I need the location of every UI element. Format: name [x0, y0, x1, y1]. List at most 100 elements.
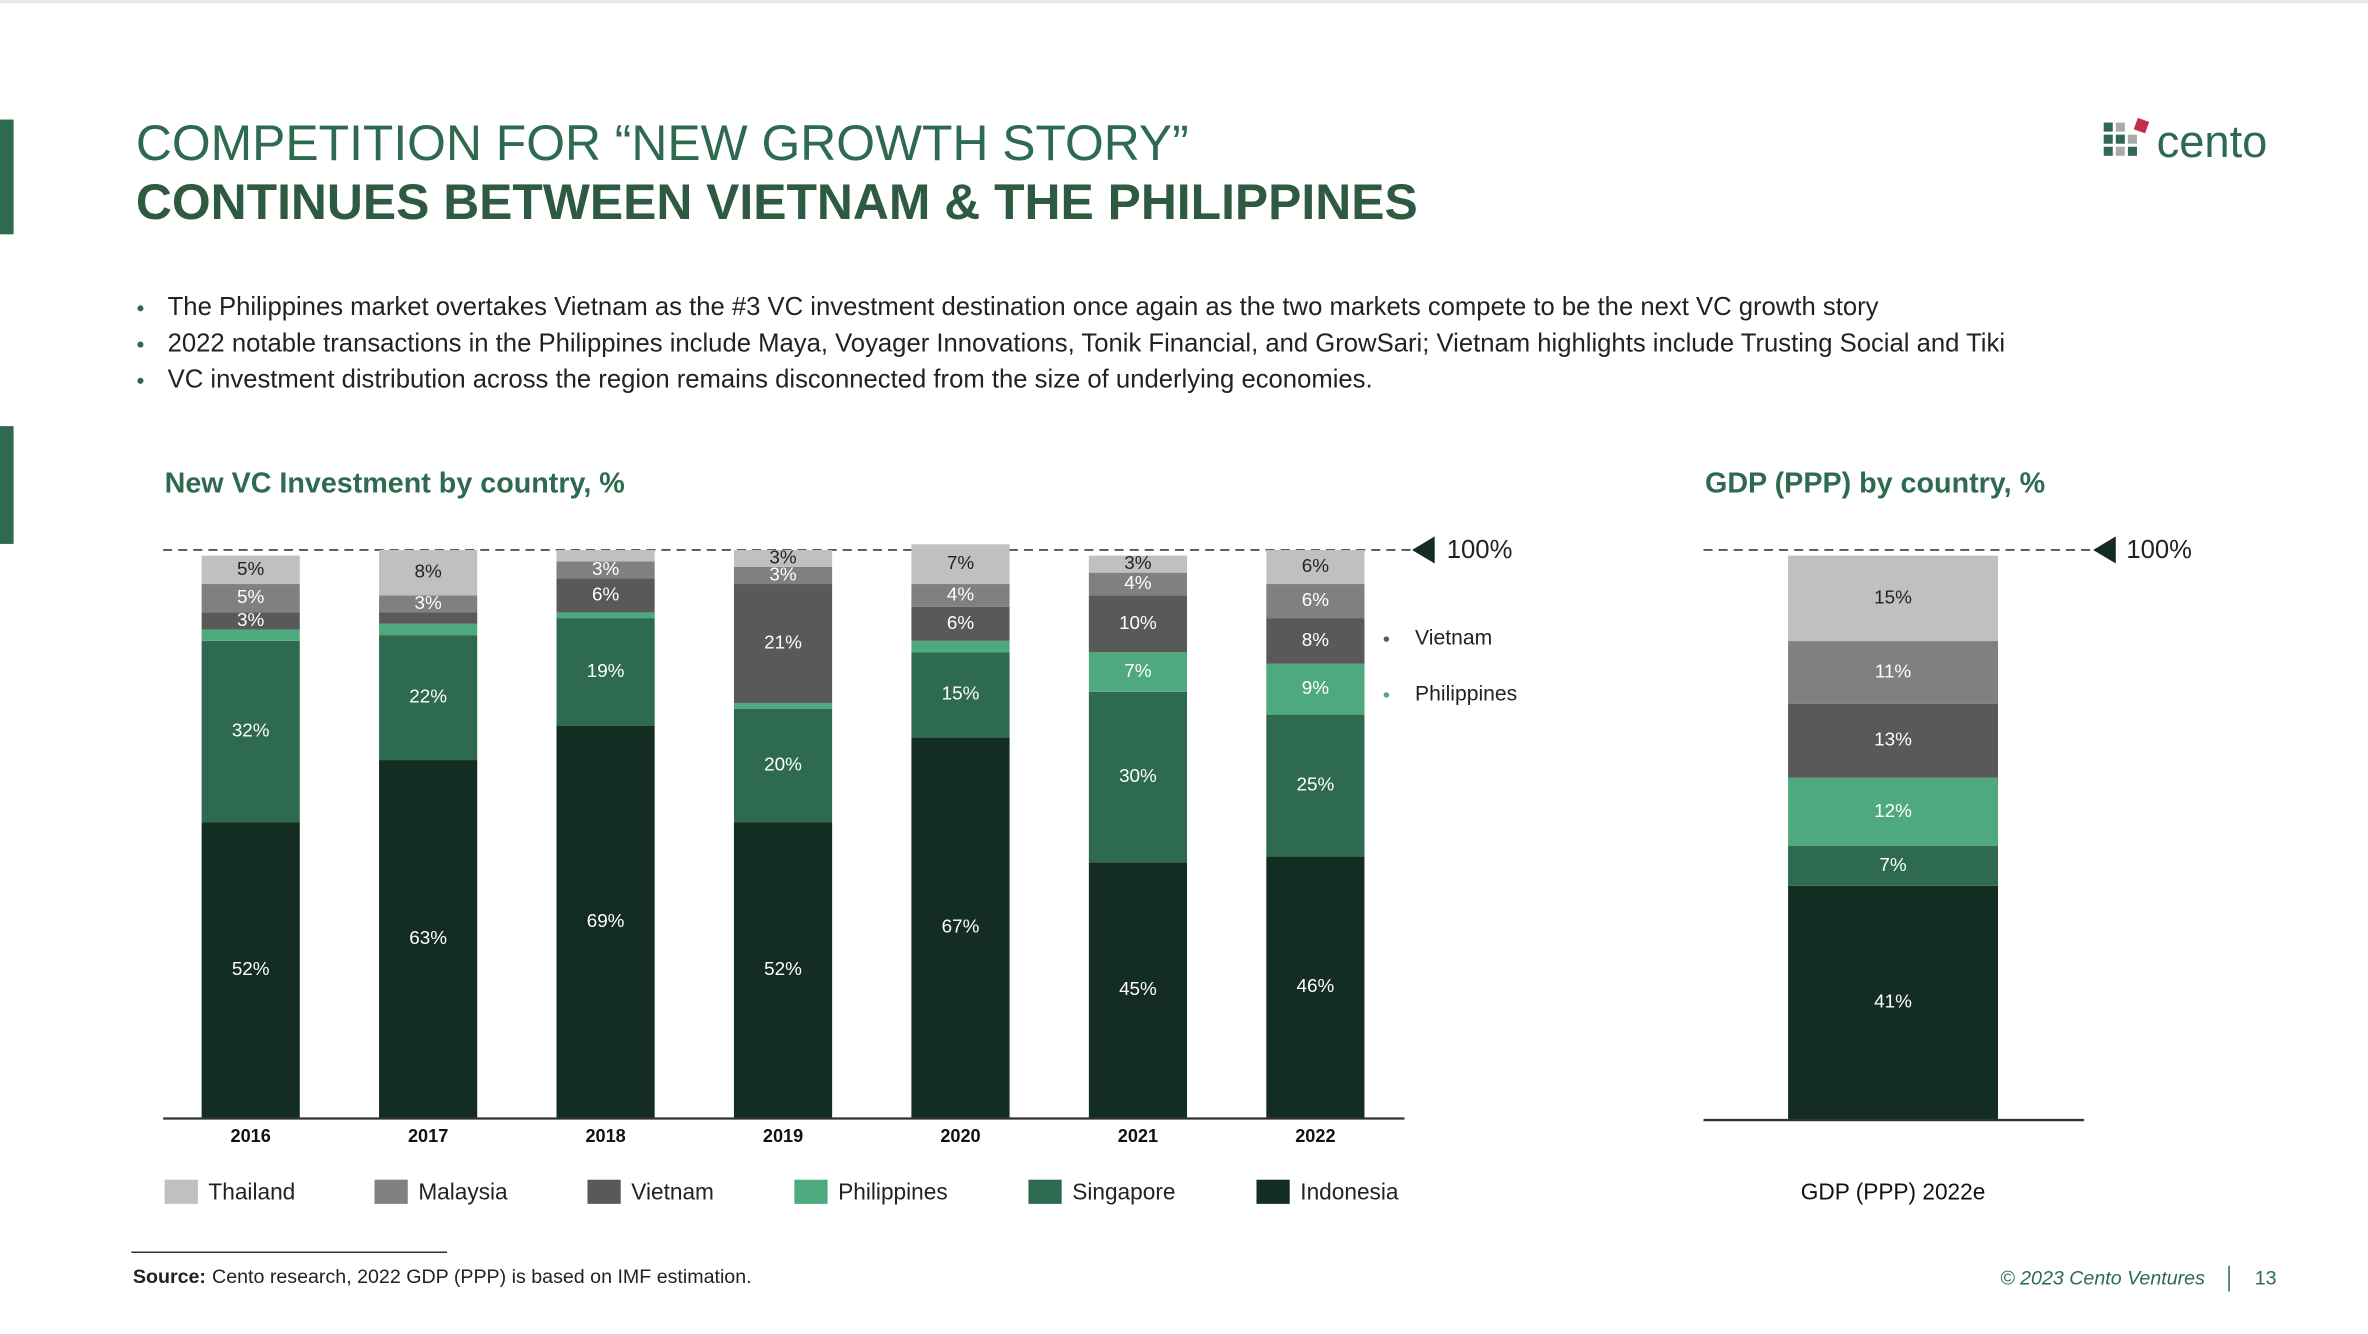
- bar-segment: [201, 584, 300, 613]
- data-label: 46%: [1297, 975, 1335, 996]
- data-label: 30%: [1119, 765, 1157, 786]
- data-label: 7%: [1879, 854, 1906, 875]
- bar-segment: [201, 822, 300, 1118]
- bar-segment: [556, 618, 655, 726]
- bar-segment: [379, 595, 478, 613]
- legend-label: Malaysia: [418, 1178, 508, 1204]
- bullet-text: The Philippines market overtakes Vietnam…: [168, 293, 1879, 321]
- logo-square: [2103, 122, 2113, 132]
- bar-segment: [201, 629, 300, 641]
- bar-segment: [733, 703, 833, 709]
- data-label: 41%: [1874, 991, 1912, 1012]
- bar-segment: [379, 760, 478, 1118]
- bar-segment: [1266, 584, 1365, 619]
- bar-segment: [911, 606, 1010, 641]
- bullet-list: The Philippines market overtakes Vietnam…: [137, 293, 2005, 394]
- side-label-dot: [1383, 692, 1390, 698]
- bar-segment: [733, 708, 833, 823]
- accent-bar: [0, 426, 14, 544]
- source-label: Source:: [133, 1266, 206, 1288]
- bar-segment: [911, 584, 1010, 607]
- data-label: 4%: [947, 583, 974, 604]
- bar-segment: [733, 584, 833, 704]
- title-line: COMPETITION FOR “NEW GROWTH STORY”: [136, 115, 1189, 171]
- bullet-dot: [137, 305, 144, 312]
- reference-arrow: [1412, 536, 1435, 564]
- legend-swatch: [1256, 1179, 1290, 1204]
- bar-segment: [733, 822, 833, 1118]
- data-label: 8%: [1302, 629, 1329, 650]
- bar-segment: [379, 549, 478, 596]
- data-label: 5%: [237, 586, 264, 607]
- bar-segment: [379, 635, 478, 761]
- source-text: Cento research, 2022 GDP (PPP) is based …: [212, 1266, 752, 1288]
- legend-label: Philippines: [838, 1178, 948, 1204]
- data-label: 11%: [1875, 660, 1912, 681]
- bar-segment: [556, 578, 655, 613]
- bar-segment: [1266, 856, 1365, 1118]
- bar-segment: [911, 737, 1010, 1118]
- bullet-text: 2022 notable transactions in the Philipp…: [168, 329, 2005, 357]
- data-label: 3%: [769, 546, 796, 567]
- reference-arrow: [2093, 536, 2116, 564]
- x-tick-label: 2019: [763, 1126, 803, 1146]
- data-label: 8%: [415, 561, 442, 582]
- bar-segment: [1266, 663, 1365, 715]
- data-label: 52%: [232, 958, 270, 979]
- data-label: 3%: [1124, 552, 1151, 573]
- data-label: 3%: [592, 558, 619, 579]
- logo-square: [2115, 122, 2125, 132]
- bar-segment: [1088, 572, 1188, 596]
- accent-bar: [0, 119, 14, 235]
- data-label: 69%: [587, 910, 625, 931]
- bar-segment: [1788, 885, 1998, 1120]
- logo-square: [2103, 134, 2113, 144]
- bar-segment: [379, 623, 478, 636]
- bar-segment: [1266, 549, 1365, 585]
- x-tick-label: 2020: [940, 1126, 980, 1146]
- bar-segment: [911, 640, 1010, 653]
- legend-label: Indonesia: [1300, 1178, 1399, 1204]
- bar-segment: [1788, 641, 1998, 704]
- x-tick-label: 2021: [1118, 1126, 1158, 1146]
- bar-segment: [556, 725, 655, 1118]
- data-label: 7%: [1124, 660, 1151, 681]
- bar-segment: [733, 566, 833, 585]
- page-number: 13: [2255, 1268, 2277, 1290]
- bar-segment: [1266, 618, 1365, 664]
- side-label: Philippines: [1415, 683, 1517, 706]
- bar-segment: [201, 555, 300, 585]
- x-tick-label: 2022: [1295, 1126, 1335, 1146]
- legend-swatch: [164, 1179, 198, 1204]
- logo-square: [2103, 146, 2113, 156]
- data-label: 15%: [942, 683, 980, 704]
- reference-label: 100%: [2126, 536, 2192, 564]
- bar-segment: [1788, 846, 1998, 886]
- bar-segment: [556, 549, 655, 562]
- bar-segment: [733, 549, 833, 567]
- data-label: 22%: [409, 686, 447, 707]
- data-label: 6%: [1302, 555, 1329, 576]
- logo-square: [2133, 117, 2150, 134]
- legend-swatch: [374, 1179, 408, 1204]
- data-label: 20%: [764, 754, 802, 775]
- data-label: 3%: [415, 592, 442, 613]
- source: Source: Cento research, 2022 GDP (PPP) is…: [133, 1266, 752, 1288]
- data-label: 13%: [1874, 729, 1912, 750]
- legend-label: Thailand: [208, 1178, 295, 1204]
- side-label-dot: [1383, 636, 1390, 642]
- bar-segment: [1788, 555, 1998, 642]
- data-label: 6%: [947, 612, 974, 633]
- bar-segment: [1266, 714, 1365, 857]
- data-label: 32%: [232, 720, 270, 741]
- data-label: 21%: [764, 632, 802, 653]
- bullet-dot: [137, 377, 144, 384]
- logo-square: [2115, 134, 2125, 144]
- legend-label: Singapore: [1072, 1178, 1175, 1204]
- logo-square: [2127, 134, 2137, 144]
- bar-segment: [201, 612, 300, 630]
- data-label: 5%: [237, 558, 264, 579]
- data-label: 12%: [1874, 800, 1912, 821]
